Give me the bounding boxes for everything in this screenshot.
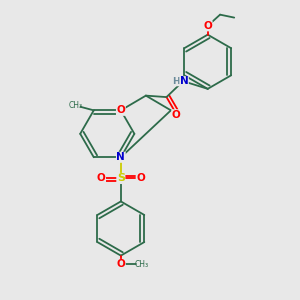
Text: O: O (136, 173, 145, 184)
Text: H: H (172, 77, 180, 86)
Text: O: O (97, 173, 106, 184)
Text: O: O (116, 260, 125, 269)
Text: O: O (203, 21, 212, 31)
Text: S: S (117, 173, 125, 184)
Text: N: N (180, 76, 188, 86)
Text: O: O (172, 110, 181, 120)
Text: CH₃: CH₃ (134, 260, 148, 269)
Text: O: O (116, 105, 125, 115)
Text: N: N (116, 152, 125, 162)
Text: CH₃: CH₃ (69, 101, 83, 110)
